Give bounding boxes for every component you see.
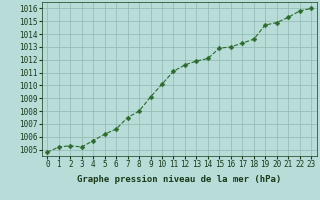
X-axis label: Graphe pression niveau de la mer (hPa): Graphe pression niveau de la mer (hPa): [77, 175, 281, 184]
